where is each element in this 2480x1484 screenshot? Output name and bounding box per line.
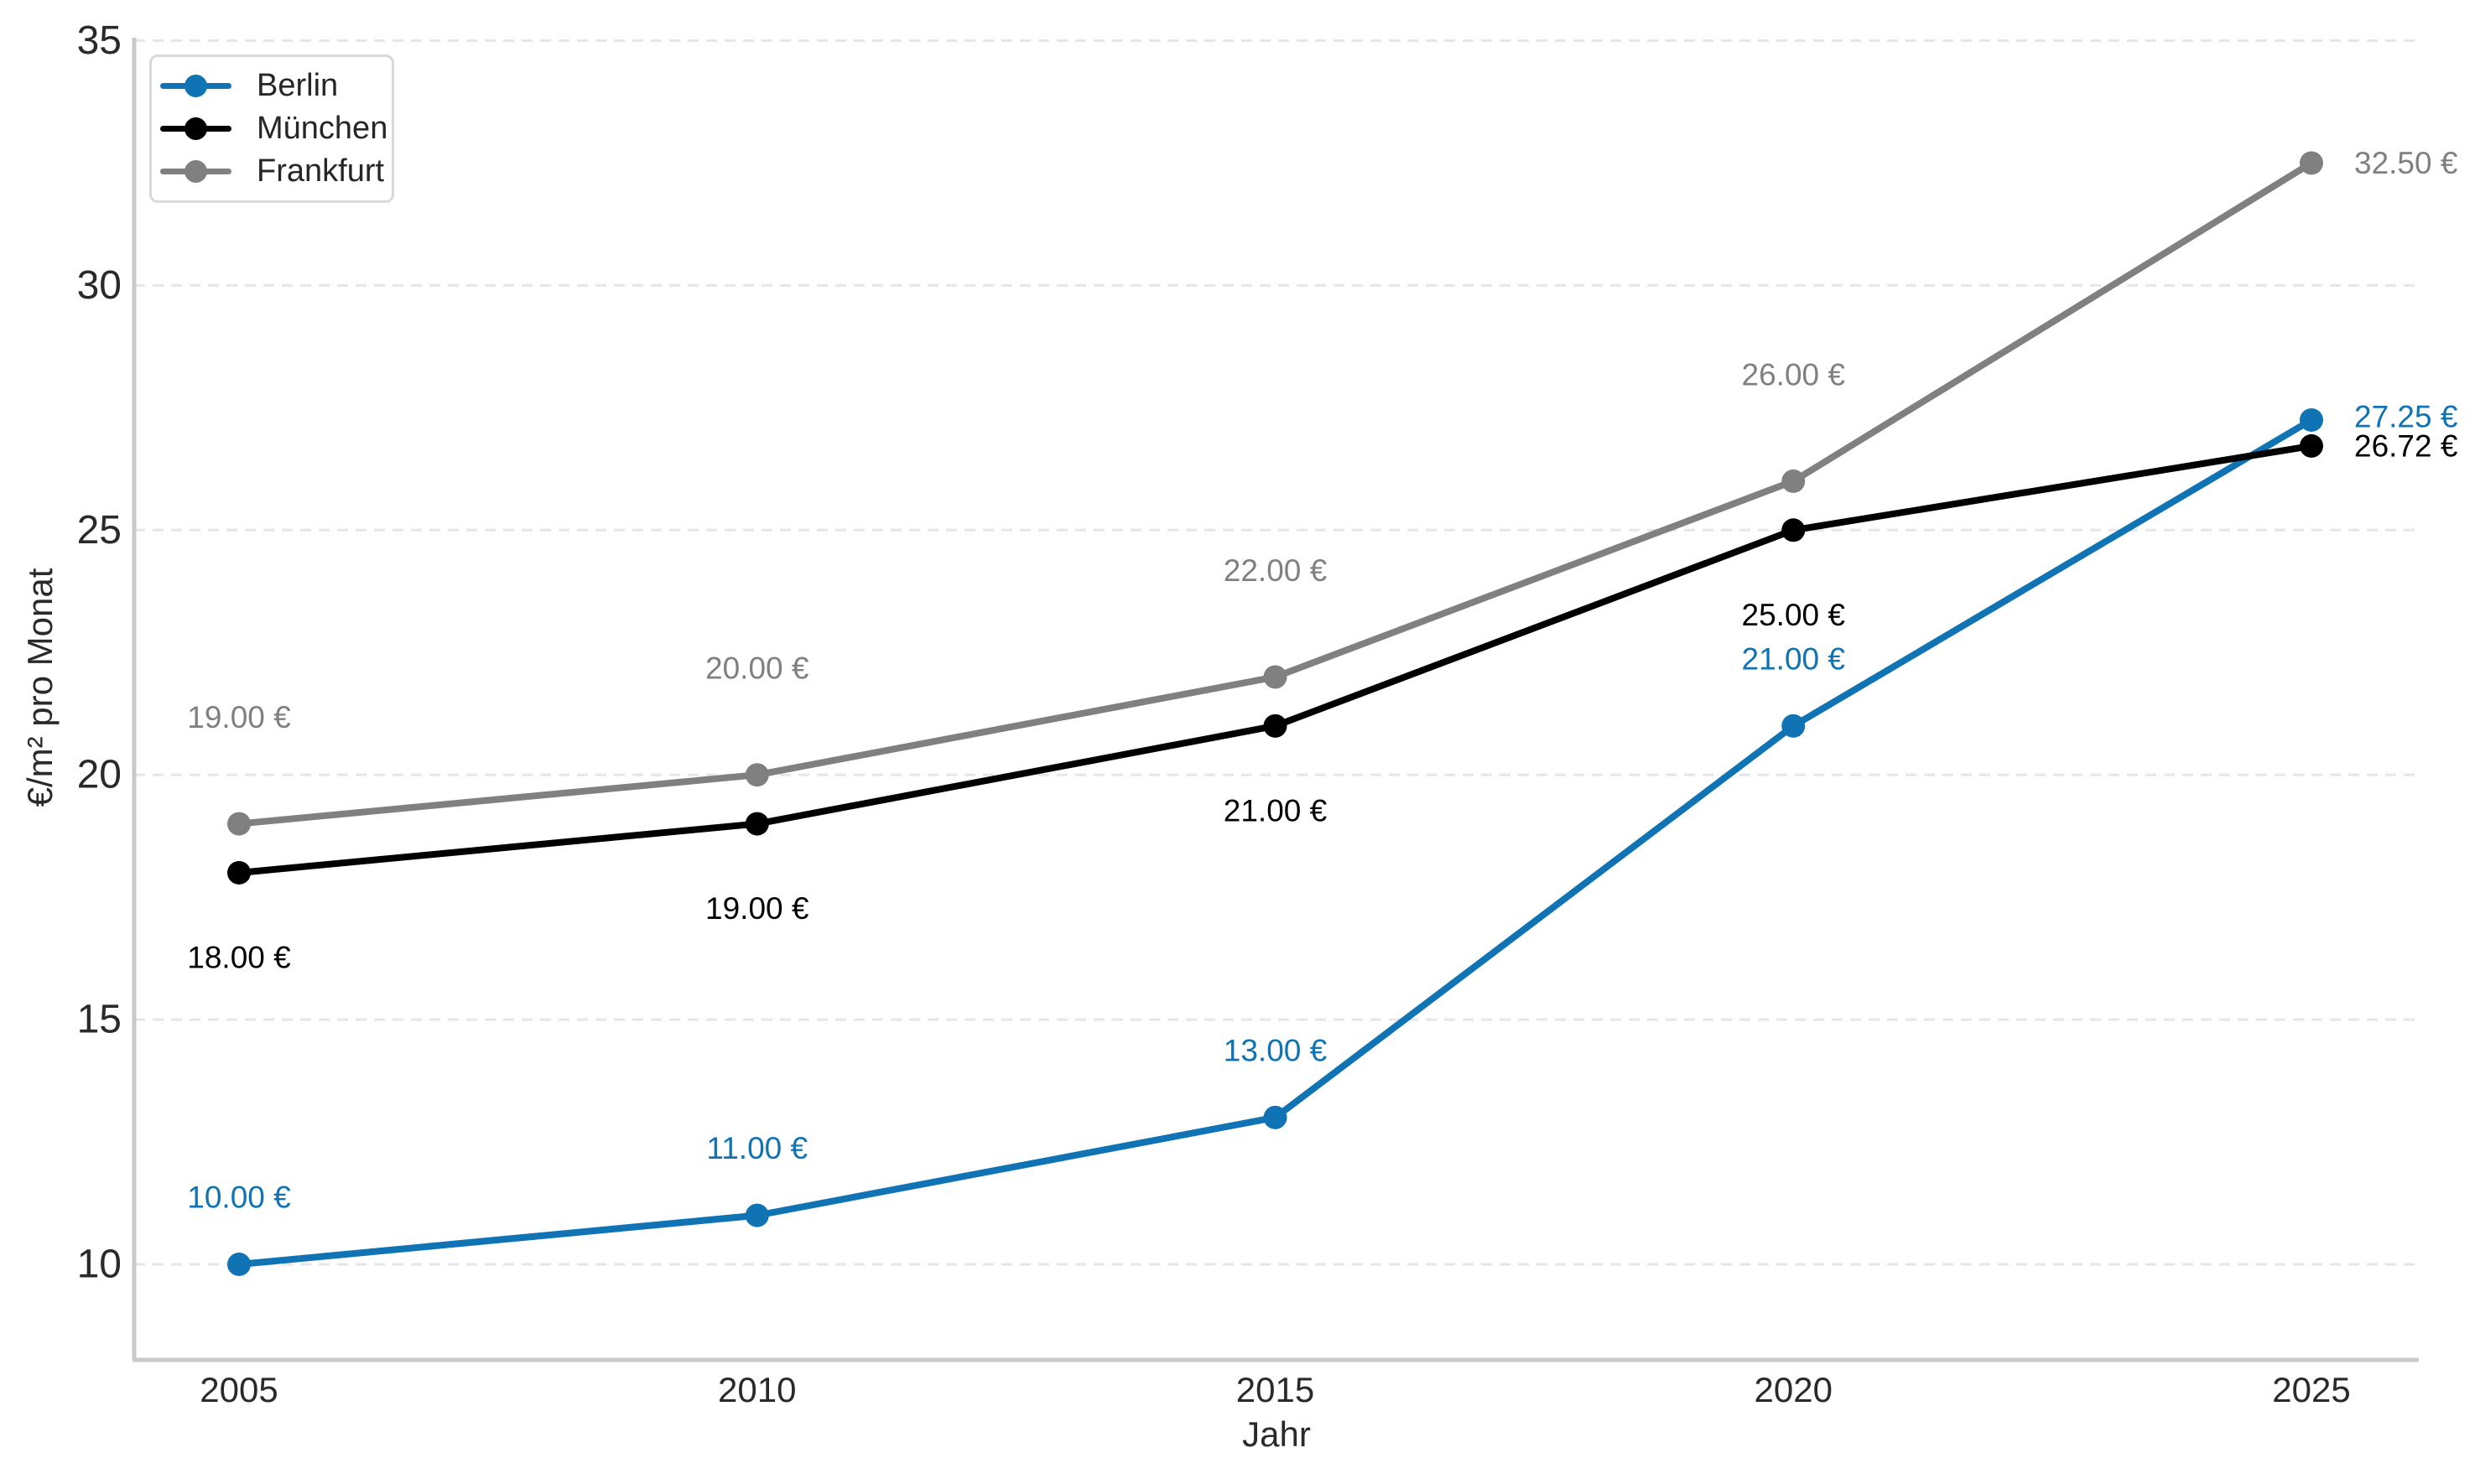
muenchen-line-swatch-icon xyxy=(160,117,231,140)
x-tick-label: 2015 xyxy=(1236,1370,1314,1409)
data-point xyxy=(1781,518,1806,542)
legend-item-frankfurt: Frankfurt xyxy=(160,153,392,189)
y-tick-label: 30 xyxy=(77,263,122,308)
data-point xyxy=(1781,469,1806,493)
y-tick-label: 20 xyxy=(77,753,122,797)
legend-item-berlin: Berlin xyxy=(160,68,392,103)
legend-item-muenchen: München xyxy=(160,111,392,146)
x-tick-label: 2005 xyxy=(200,1370,278,1409)
data-point xyxy=(1263,713,1287,738)
data-label: 25.00 € xyxy=(1742,598,1846,632)
y-tick-label: 25 xyxy=(77,508,122,553)
legend-label-muenchen: München xyxy=(257,111,388,146)
data-label: 27.25 € xyxy=(2354,399,2458,433)
data-point xyxy=(745,763,769,787)
data-label: 19.00 € xyxy=(187,700,291,734)
data-point xyxy=(2300,151,2323,175)
data-label: 21.00 € xyxy=(1742,641,1846,676)
legend-label-frankfurt: Frankfurt xyxy=(257,153,385,189)
data-point xyxy=(1263,665,1287,689)
y-axis-title: €/m² pro Monat xyxy=(20,568,60,807)
data-label: 13.00 € xyxy=(1224,1033,1328,1067)
data-point xyxy=(1781,713,1806,738)
data-point xyxy=(1263,1105,1287,1129)
x-tick-label: 2010 xyxy=(718,1370,796,1409)
data-point xyxy=(745,1203,769,1227)
data-label: 26.72 € xyxy=(2354,428,2458,463)
data-point xyxy=(227,860,251,885)
data-label: 19.00 € xyxy=(705,891,809,926)
legend: Berlin München Frankfurt xyxy=(149,54,394,203)
data-label: 20.00 € xyxy=(705,651,809,686)
frankfurt-line-swatch-icon xyxy=(160,160,231,184)
data-label: 11.00 € xyxy=(706,1131,808,1165)
data-point xyxy=(227,1253,251,1276)
x-tick-label: 2025 xyxy=(2272,1370,2350,1409)
x-axis-title: Jahr xyxy=(1242,1414,1311,1454)
data-label: 32.50 € xyxy=(2354,146,2458,180)
x-tick-label: 2020 xyxy=(1755,1370,1833,1409)
data-label: 21.00 € xyxy=(1224,793,1328,828)
berlin-line-swatch-icon xyxy=(160,74,231,97)
data-label: 26.00 € xyxy=(1742,357,1846,392)
y-tick-label: 15 xyxy=(77,998,122,1042)
data-point xyxy=(227,812,251,836)
data-label: 10.00 € xyxy=(187,1180,291,1215)
legend-label-berlin: Berlin xyxy=(257,67,339,103)
data-point xyxy=(745,812,769,836)
data-point xyxy=(2300,433,2323,458)
data-point xyxy=(2300,407,2323,432)
y-tick-label: 10 xyxy=(77,1243,122,1287)
data-label: 22.00 € xyxy=(1224,553,1328,588)
data-label: 18.00 € xyxy=(187,940,291,974)
y-tick-label: 35 xyxy=(77,18,122,63)
